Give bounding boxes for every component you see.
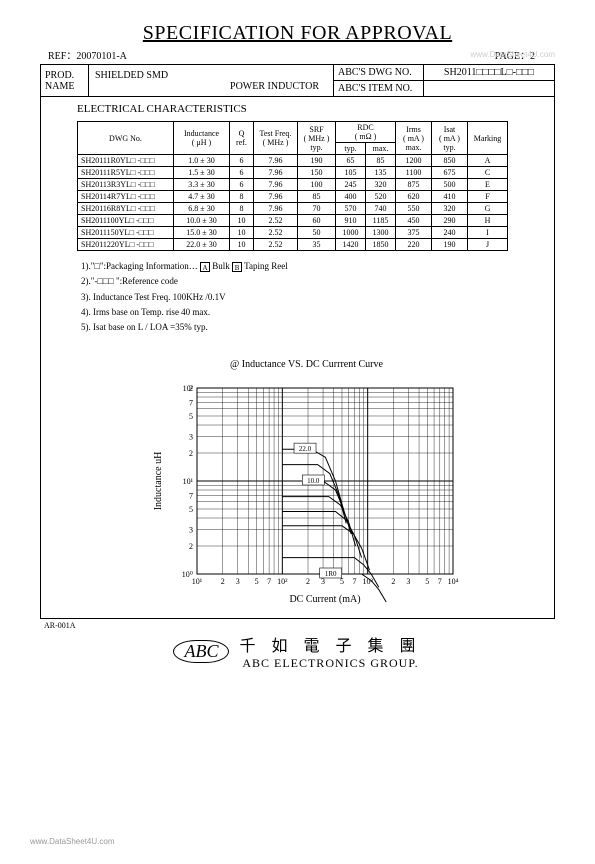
svg-text:10⁴: 10⁴ [447, 577, 458, 586]
note-box-b: B [232, 262, 242, 272]
svg-text:10¹: 10¹ [191, 577, 202, 586]
svg-text:3: 3 [406, 577, 410, 586]
table-header: Isat( mA )typ. [432, 122, 468, 155]
note-1a: 1)."□":Packaging Information… [81, 261, 198, 271]
footer: ABC 千 如 電 子 集 團 ABC ELECTRONICS GROUP. [0, 632, 595, 671]
footer-cn: 千 如 電 子 集 團 [239, 632, 421, 656]
footer-en: ABC ELECTRONICS GROUP. [239, 656, 421, 671]
section-title: ELECTRICAL CHARACTERISTICS [77, 103, 536, 115]
table-row: SH2011220YL□ -□□□22.0 ± 30102.5235142018… [78, 239, 508, 251]
note-taping: Taping Reel [244, 261, 288, 271]
svg-text:3: 3 [235, 577, 239, 586]
svg-text:7: 7 [352, 577, 356, 586]
svg-text:Inductance uH: Inductance uH [153, 452, 164, 511]
table-header: SRF( MHz )typ. [298, 122, 336, 155]
svg-text:10²: 10² [277, 577, 288, 586]
chart-title: @ Inductance VS. DC Currrent Curve [77, 359, 536, 370]
table-header: max. [366, 143, 396, 155]
table-row: SH2011150YL□ -□□□15.0 ± 30102.5250100013… [78, 227, 508, 239]
name-label: NAME [45, 81, 84, 92]
table-header: Qref. [230, 122, 254, 155]
svg-text:7: 7 [437, 577, 441, 586]
svg-text:3: 3 [189, 433, 193, 442]
svg-text:2: 2 [391, 577, 395, 586]
svg-text:7: 7 [267, 577, 271, 586]
note-bulk: Bulk [212, 261, 232, 271]
svg-text:2: 2 [220, 577, 224, 586]
item-no-value [424, 81, 554, 97]
svg-text:22.0: 22.0 [298, 446, 311, 454]
svg-text:1R0: 1R0 [324, 570, 336, 578]
note-2: 2)."-□□□ ":Reference code [81, 274, 536, 289]
dwg-no-value: SH2011□□□□L□-□□□ [424, 65, 554, 81]
svg-text:7: 7 [189, 399, 193, 408]
svg-text:3: 3 [189, 526, 193, 535]
table-row: SH20116R8YL□ -□□□6.8 ± 3087.967057074055… [78, 203, 508, 215]
table-header: DWG No. [78, 122, 174, 155]
table-header: Test Freq.( MHz ) [254, 122, 298, 155]
table-row: SH20111R0YL□ -□□□1.0 ± 3067.961906585120… [78, 155, 508, 167]
item-no-label: ABC'S ITEM NO. [334, 81, 423, 97]
note-3: 3). Inductance Test Freq. 100KHz /0.1V [81, 290, 536, 305]
table-row: SH20111R5YL□ -□□□1.5 ± 3067.961501051351… [78, 167, 508, 179]
note-4: 4). Irms base on Temp. rise 40 max. [81, 305, 536, 320]
note-box-a: A [200, 262, 210, 272]
svg-text:5: 5 [189, 505, 193, 514]
svg-text:3: 3 [321, 577, 325, 586]
table-row: SH20113R3YL□ -□□□3.3 ± 3067.961002453208… [78, 179, 508, 191]
table-row: SH2011100YL□ -□□□10.0 ± 30102.5260910118… [78, 215, 508, 227]
svg-text:10¹: 10¹ [182, 477, 193, 486]
abc-logo: ABC [173, 640, 229, 663]
table-header: Inductance( μH ) [174, 122, 230, 155]
form-code: AR-001A [44, 621, 595, 630]
dwg-no-label: ABC'S DWG NO. [334, 65, 423, 81]
table-header: Irms( mA )max. [396, 122, 432, 155]
svg-text:5: 5 [339, 577, 343, 586]
ref-label: REF：20070101-A [48, 47, 127, 62]
inductance-chart: 10⁰235710¹235710²210¹235710²235710³23571… [147, 378, 467, 608]
table-row: SH20114R7YL□ -□□□4.7 ± 3087.968540052062… [78, 191, 508, 203]
prod-name-line2: POWER INDUCTOR [95, 81, 327, 92]
svg-text:5: 5 [425, 577, 429, 586]
svg-text:DC Current (mA): DC Current (mA) [289, 594, 360, 605]
notes: 1)."□":Packaging Information… A Bulk B T… [81, 259, 536, 335]
table-header: RDC( mΩ ) [336, 122, 396, 143]
svg-text:5: 5 [254, 577, 258, 586]
svg-text:2: 2 [189, 384, 193, 393]
svg-text:7: 7 [189, 492, 193, 501]
svg-text:5: 5 [189, 412, 193, 421]
document-frame: PROD. NAME SHIELDED SMD POWER INDUCTOR A… [40, 64, 555, 619]
header-row: PROD. NAME SHIELDED SMD POWER INDUCTOR A… [41, 65, 554, 97]
prod-name-line1: SHIELDED SMD [95, 70, 327, 81]
page-title: SPECIFICATION FOR APPROVAL [0, 22, 595, 45]
characteristics-table: DWG No.Inductance( μH )Qref.Test Freq.( … [77, 121, 508, 251]
table-header: Marking [468, 122, 508, 155]
watermark-top: www.DataSheet4U.com [471, 50, 555, 59]
svg-text:2: 2 [189, 542, 193, 551]
table-header: typ. [336, 143, 366, 155]
note-5: 5). Isat base on L / LOA =35% typ. [81, 320, 536, 335]
svg-text:2: 2 [189, 449, 193, 458]
prod-label: PROD. [45, 70, 84, 81]
svg-text:10.0: 10.0 [307, 477, 320, 485]
svg-text:2: 2 [306, 577, 310, 586]
